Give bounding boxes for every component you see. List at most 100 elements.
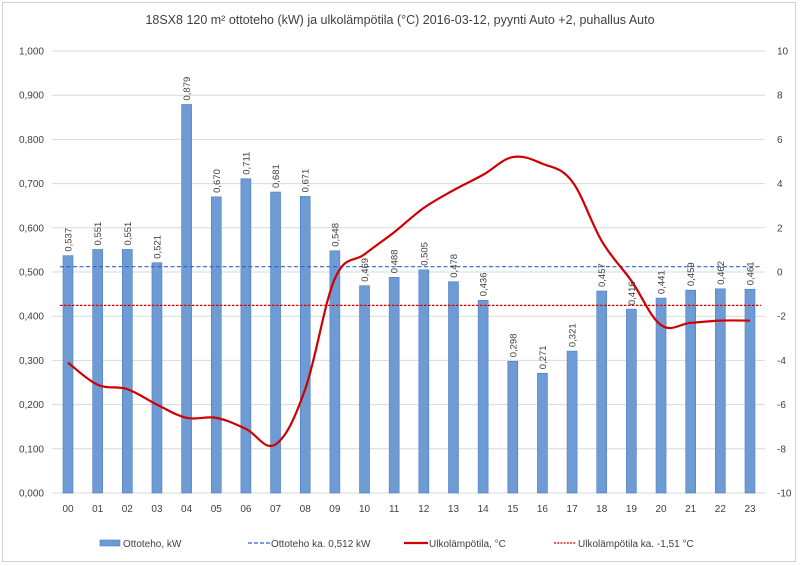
- y2-tick-label: -6: [777, 400, 786, 411]
- legend-label-power-average: Ottoteho ka. 0,512 kW: [271, 539, 371, 550]
- bar: [744, 288, 756, 494]
- bar: [270, 191, 281, 494]
- bar-data-label: 0,436: [479, 273, 490, 297]
- bar: [210, 196, 222, 494]
- bar: [329, 250, 341, 494]
- x-tick-label: 22: [715, 504, 727, 515]
- data-labels: 0,537 0,551 0,551 0,521 0,879 0,670 0,711 0,681…: [64, 77, 757, 370]
- y2-tick-label: -4: [777, 356, 786, 367]
- x-tick-label: 16: [537, 504, 549, 515]
- y-tick-label: 0,900: [19, 91, 44, 102]
- y-tick-label: 0,200: [19, 400, 44, 411]
- y-axis-right: -10 -8 -6 -4 -2 0 2 4 6 8 10: [777, 47, 792, 500]
- bar-data-label: 0,271: [538, 345, 549, 369]
- bar-data-label: 0,478: [449, 254, 460, 278]
- bar: [181, 104, 192, 494]
- y-tick-label: 0,500: [19, 268, 44, 279]
- bar: [507, 360, 519, 494]
- y2-tick-label: -2: [777, 312, 786, 323]
- bar: [596, 290, 608, 494]
- bar-data-label: 0,671: [301, 169, 312, 193]
- bar-data-label: 0,469: [360, 258, 371, 282]
- y2-tick-label: 10: [777, 47, 789, 58]
- x-tick-label: 13: [448, 504, 460, 515]
- y-tick-label: 0,100: [19, 444, 44, 455]
- bar: [388, 277, 400, 494]
- bar: [685, 289, 696, 494]
- bar: [537, 372, 548, 494]
- bar-data-label: 0,711: [241, 152, 252, 175]
- bar: [715, 288, 726, 494]
- legend: Ottoteho, kW Ottoteho ka. 0,512 kW Ulkoläm…: [99, 539, 694, 550]
- bar: [240, 178, 252, 494]
- x-tick-label: 23: [744, 504, 756, 515]
- legend-label-temperature-average: Ulkolämpötila ka. -1,51 °C: [578, 539, 694, 550]
- gridlines: [52, 50, 765, 494]
- x-tick-label: 05: [211, 504, 223, 515]
- bar-data-label: 0,459: [686, 262, 697, 286]
- bar-data-label: 0,441: [657, 270, 668, 294]
- bar-data-label: 0,416: [627, 281, 638, 305]
- y2-tick-label: 2: [777, 223, 783, 234]
- x-tick-label: 09: [329, 504, 341, 515]
- bar: [626, 308, 637, 494]
- bar: [477, 299, 489, 494]
- x-tick-label: 20: [655, 504, 667, 515]
- bar: [151, 262, 163, 494]
- bar-data-label: 0,457: [597, 263, 608, 287]
- bar-data-label: 0,548: [330, 223, 341, 247]
- bar: [299, 196, 311, 494]
- y2-tick-label: 8: [777, 91, 783, 102]
- bar: [418, 269, 430, 494]
- y-tick-label: 0,700: [19, 179, 44, 190]
- average-lines: [60, 266, 761, 306]
- bar-data-label: 0,681: [271, 164, 282, 188]
- x-tick-label: 12: [418, 504, 430, 515]
- bar-data-label: 0,461: [746, 261, 757, 285]
- bar-data-label: 0,505: [419, 242, 430, 266]
- bar: [359, 285, 370, 494]
- x-tick-label: 06: [240, 504, 252, 515]
- temperature-line: [67, 155, 751, 448]
- x-tick-label: 03: [151, 504, 163, 515]
- y2-tick-label: -10: [777, 489, 792, 500]
- bar-data-label: 0,321: [568, 323, 579, 347]
- bar: [448, 281, 459, 494]
- legend-label-temperature: Ulkolämpötila, °C: [429, 539, 506, 550]
- bar-data-label: 0,537: [64, 228, 75, 252]
- x-tick-label: 02: [122, 504, 134, 515]
- y-tick-label: 1,000: [19, 47, 44, 58]
- bar-series: [62, 104, 756, 494]
- y-tick-label: 0,800: [19, 135, 44, 146]
- x-tick-label: 01: [92, 504, 104, 515]
- x-tick-label: 19: [626, 504, 638, 515]
- bar-data-label: 0,298: [508, 334, 519, 358]
- bar: [122, 249, 133, 494]
- bar-data-label: 0,670: [212, 169, 223, 193]
- bar: [92, 249, 103, 494]
- x-tick-label: 15: [507, 504, 519, 515]
- bar: [566, 350, 578, 494]
- x-tick-label: 04: [181, 504, 193, 515]
- x-tick-label: 18: [596, 504, 608, 515]
- x-tick-label: 14: [478, 504, 490, 515]
- y2-tick-label: 0: [777, 268, 783, 279]
- y-tick-label: 0,000: [19, 489, 44, 500]
- y-tick-label: 0,400: [19, 312, 44, 323]
- chart-title: 18SX8 120 m² ottoteho (kW) ja ulkolämpöt…: [145, 13, 654, 27]
- bar: [62, 255, 74, 494]
- bar-data-label: 0,488: [390, 250, 401, 274]
- bar: [655, 297, 667, 494]
- x-tick-label: 11: [389, 504, 400, 515]
- bar-data-label: 0,551: [123, 222, 134, 246]
- legend-swatch-power: [99, 539, 121, 547]
- bar-data-label: 0,551: [93, 222, 104, 246]
- bar-data-label: 0,462: [716, 261, 727, 285]
- temperature-series: [67, 155, 751, 448]
- x-tick-label: 17: [567, 504, 579, 515]
- x-tick-label: 00: [62, 504, 74, 515]
- y2-tick-label: 4: [777, 179, 783, 190]
- legend-label-power: Ottoteho, kW: [123, 539, 182, 550]
- y2-tick-label: 6: [777, 135, 783, 146]
